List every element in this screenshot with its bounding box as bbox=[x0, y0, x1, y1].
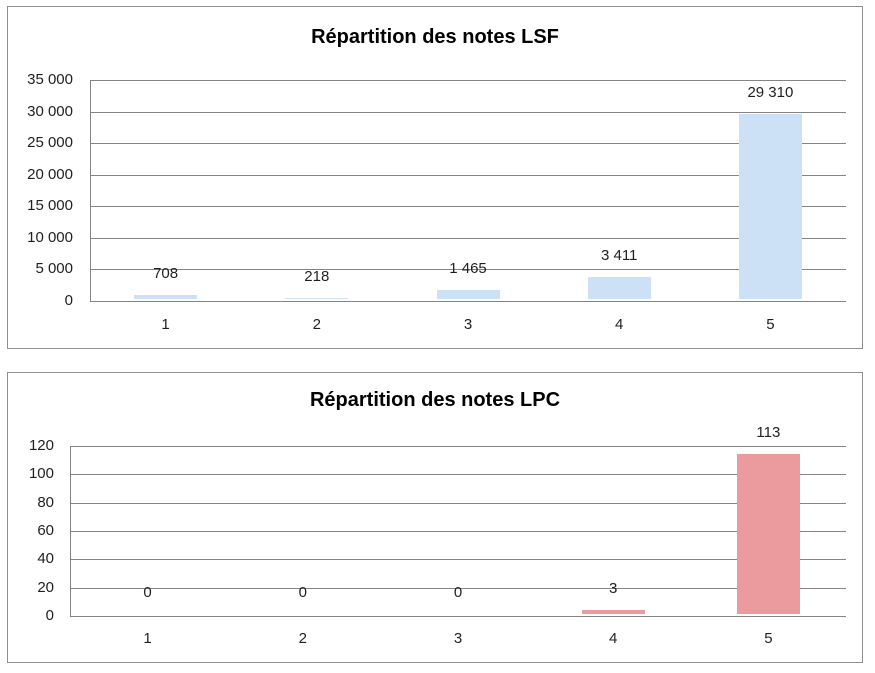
gridline bbox=[70, 531, 846, 532]
y-tick-label: 100 bbox=[28, 465, 54, 483]
x-tick-label: 2 bbox=[312, 316, 321, 333]
y-tick-label: 25 000 bbox=[27, 134, 73, 152]
bar-value-label: 1 465 bbox=[449, 259, 487, 277]
gridline bbox=[70, 502, 846, 504]
chart-lpc: Répartition des notes LPC 0 20 40 60 80 100 12… bbox=[7, 372, 863, 663]
bar-value-label: 0 bbox=[298, 584, 307, 601]
y-tick-label: 60 bbox=[37, 522, 54, 539]
gridline bbox=[90, 174, 846, 176]
x-axis-line bbox=[90, 301, 846, 302]
x-axis-line bbox=[70, 616, 846, 617]
y-tick-label: 0 bbox=[45, 607, 54, 624]
bar-value-label: 0 bbox=[143, 584, 152, 601]
gridline bbox=[90, 269, 846, 271]
y-tick-label: 5 000 bbox=[35, 260, 73, 278]
y-tick-label: 10 000 bbox=[27, 228, 73, 246]
bar-value-label: 0 bbox=[453, 584, 463, 601]
y-axis-line bbox=[90, 80, 91, 302]
y-tick-label: 20 bbox=[37, 578, 54, 596]
y-tick-label: 120 bbox=[28, 437, 54, 454]
bar-category-3 bbox=[436, 289, 500, 299]
bar-value-label: 29 310 bbox=[747, 83, 794, 101]
y-tick-label: 30 000 bbox=[27, 102, 73, 120]
gridline bbox=[90, 111, 846, 113]
x-tick-label: 3 bbox=[463, 316, 473, 333]
bar-category-4 bbox=[581, 609, 645, 614]
bar-category-5 bbox=[738, 113, 802, 299]
x-tick-label: 1 bbox=[161, 316, 170, 333]
x-tick-label: 4 bbox=[609, 630, 618, 647]
bar-category-5 bbox=[736, 453, 800, 614]
bar-category-1 bbox=[134, 294, 198, 299]
bar-category-2 bbox=[285, 297, 349, 299]
x-tick-label: 1 bbox=[143, 630, 152, 647]
gridline bbox=[70, 587, 846, 589]
gridline bbox=[70, 559, 846, 561]
bar-category-4 bbox=[587, 277, 651, 299]
x-tick-label: 5 bbox=[766, 316, 775, 333]
y-tick-label: 0 bbox=[64, 292, 73, 309]
bar-value-label: 113 bbox=[756, 423, 781, 441]
gridline bbox=[90, 237, 846, 239]
y-axis-line bbox=[70, 446, 71, 617]
gridline bbox=[70, 474, 846, 476]
y-tick-label: 35 000 bbox=[27, 71, 73, 88]
y-tick-label: 40 bbox=[37, 550, 54, 568]
bar-value-label: 3 411 bbox=[600, 247, 638, 265]
bar-value-label: 218 bbox=[304, 267, 330, 285]
chart-title-lpc: Répartition des notes LPC bbox=[309, 389, 561, 411]
gridline bbox=[90, 80, 846, 81]
y-tick-label: 20 000 bbox=[27, 165, 73, 183]
x-tick-label: 5 bbox=[764, 630, 773, 647]
x-tick-label: 3 bbox=[453, 630, 463, 647]
gridline bbox=[70, 446, 846, 447]
x-tick-label: 2 bbox=[298, 630, 307, 647]
y-tick-label: 80 bbox=[37, 493, 54, 511]
y-tick-label: 15 000 bbox=[27, 197, 73, 215]
bar-value-label: 708 bbox=[153, 264, 179, 282]
gridline bbox=[90, 143, 846, 145]
chart-title-lsf: Répartition des notes LSF bbox=[311, 26, 559, 48]
gridline bbox=[90, 206, 846, 208]
bar-value-label: 3 bbox=[609, 579, 618, 597]
x-tick-label: 4 bbox=[615, 316, 624, 333]
